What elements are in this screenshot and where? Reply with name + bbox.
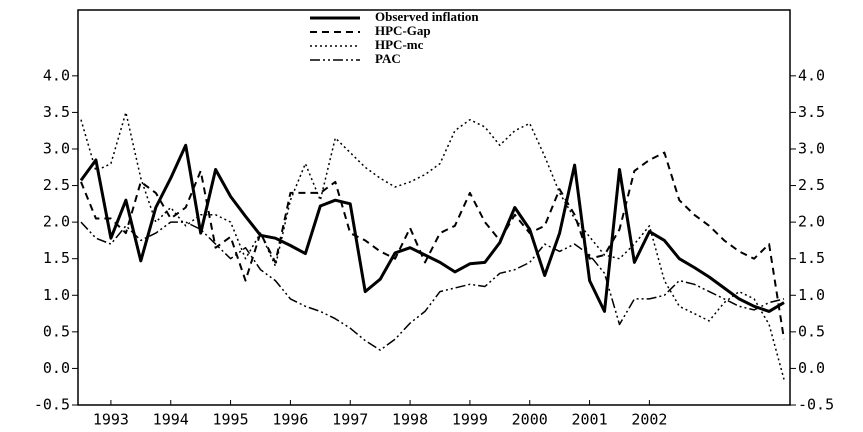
y-tick-label: 3.5 (43, 103, 70, 121)
x-tick-label: 1994 (153, 411, 189, 429)
y2-tick-label: 0.0 (798, 359, 825, 377)
y-tick-label: 4.0 (43, 66, 70, 84)
y-tick-label: 3.0 (43, 139, 70, 157)
y-tick-label: 0.5 (43, 322, 70, 340)
x-tick-label: 1999 (452, 411, 488, 429)
x-tick-label: 2001 (572, 411, 608, 429)
x-tick-label: 2000 (512, 411, 548, 429)
x-tick-label: 1993 (93, 411, 129, 429)
y2-tick-label: 3.5 (798, 103, 825, 121)
legend-label: HPC-Gap (375, 23, 431, 38)
y-tick-label: 1.0 (43, 286, 70, 304)
y-tick-label: -0.5 (34, 396, 70, 414)
y2-tick-label: 0.5 (798, 322, 825, 340)
x-tick-label: 1995 (213, 411, 249, 429)
y-tick-label: 2.0 (43, 213, 70, 231)
y2-tick-label: 2.5 (798, 176, 825, 194)
x-tick-label: 1996 (272, 411, 308, 429)
series-line (80, 151, 785, 340)
x-tick-label: 2002 (631, 411, 667, 429)
y2-tick-label: 1.0 (798, 286, 825, 304)
series-line (80, 221, 785, 351)
plot-frame (77, 9, 791, 406)
y-tick-label: 0.0 (43, 359, 70, 377)
legend-label: Observed inflation (375, 9, 479, 24)
x-tick-label: 1998 (392, 411, 428, 429)
y2-tick-label: 2.0 (798, 213, 825, 231)
series-line (79, 143, 785, 313)
y-tick-label: 2.5 (43, 176, 70, 194)
y2-tick-label: 3.0 (798, 139, 825, 157)
y2-tick-label: 1.5 (798, 249, 825, 267)
x-tick-label: 1997 (332, 411, 368, 429)
y2-tick-label: -0.5 (798, 396, 834, 414)
y2-tick-label: 4.0 (798, 66, 825, 84)
legend-label: HPC-mc (375, 37, 424, 52)
legend-label: PAC (375, 51, 401, 66)
y-tick-label: 1.5 (43, 249, 70, 267)
